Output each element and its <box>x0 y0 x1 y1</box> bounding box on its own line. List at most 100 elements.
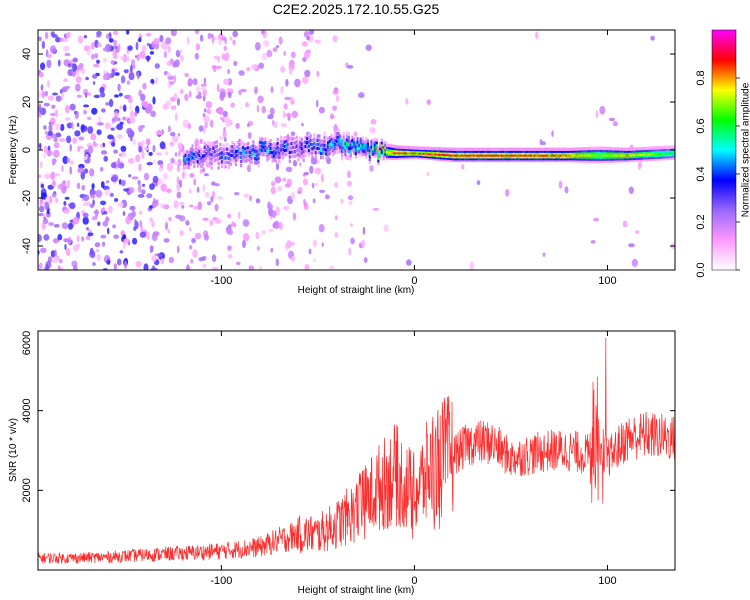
signal-cell <box>243 147 246 151</box>
signal-cell <box>495 153 498 157</box>
signal-cell <box>620 149 623 153</box>
signal-cell <box>375 138 378 142</box>
noise-cell <box>100 167 104 172</box>
signal-cell <box>363 140 366 144</box>
noise-cell <box>54 173 60 177</box>
signal-cell <box>483 158 486 163</box>
noise-cell <box>118 92 123 97</box>
signal-cell <box>551 149 554 153</box>
signal-cell <box>450 149 453 153</box>
signal-cell <box>396 152 399 156</box>
signal-cell <box>379 149 382 153</box>
signal-cell <box>241 141 244 146</box>
signal-cell <box>372 144 375 148</box>
signal-cell <box>604 153 608 157</box>
signal-cell <box>311 155 314 160</box>
signal-cell <box>637 158 641 162</box>
noise-cell <box>285 166 293 173</box>
signal-cell <box>280 144 283 148</box>
signal-cell <box>559 149 562 153</box>
noise-cell <box>196 186 200 193</box>
signal-cell <box>278 143 281 147</box>
signal-cell <box>629 158 632 163</box>
noise-cell <box>204 191 210 198</box>
noise-cell <box>114 46 119 50</box>
signal-cell <box>629 147 632 151</box>
noise-cell <box>204 108 207 113</box>
signal-cell <box>523 149 526 153</box>
signal-cell <box>544 149 547 153</box>
signal-cell <box>538 153 542 157</box>
noise-cell <box>302 76 309 84</box>
signal-cell <box>320 147 323 152</box>
signal-cell <box>450 151 453 155</box>
signal-cell <box>540 151 543 155</box>
signal-cell <box>368 151 371 156</box>
noise-cell <box>200 83 207 87</box>
signal-cell <box>248 158 251 162</box>
signal-cell <box>613 151 616 155</box>
noise-cell <box>138 184 142 193</box>
noise-cell <box>176 245 180 254</box>
signal-cell <box>323 131 326 135</box>
signal-cell <box>608 155 611 159</box>
signal-cell <box>231 145 234 149</box>
signal-cell <box>384 152 387 156</box>
signal-cell <box>528 157 531 161</box>
signal-cell <box>618 147 621 151</box>
signal-cell <box>193 164 196 168</box>
noise-cell <box>309 165 314 174</box>
noise-cell <box>44 31 49 40</box>
signal-cell <box>526 153 529 157</box>
signal-cell <box>361 145 364 150</box>
signal-cell <box>287 147 290 151</box>
signal-cell <box>261 137 264 141</box>
signal-cell <box>283 144 286 149</box>
signal-cell <box>304 153 307 157</box>
signal-cell <box>346 138 349 142</box>
signal-cell <box>596 151 599 155</box>
noise-cell <box>39 262 43 270</box>
signal-cell <box>208 160 211 165</box>
signal-cell <box>472 149 476 153</box>
signal-cell <box>512 149 516 153</box>
signal-cell <box>459 153 462 157</box>
signal-cell <box>300 151 304 155</box>
signal-cell <box>598 159 601 164</box>
signal-cell <box>365 143 368 147</box>
signal-cell <box>585 153 588 157</box>
signal-cell <box>578 147 582 151</box>
signal-cell <box>459 158 462 163</box>
signal-cell <box>637 148 641 153</box>
signal-cell <box>354 148 357 152</box>
noise-cell <box>128 72 135 81</box>
signal-cell <box>535 153 538 157</box>
signal-cell <box>387 154 390 158</box>
signal-cell <box>469 151 472 155</box>
signal-cell <box>283 148 286 153</box>
signal-cell <box>224 160 227 164</box>
signal-cell <box>556 151 559 155</box>
signal-cell <box>455 147 458 151</box>
signal-cell <box>516 151 519 155</box>
noise-cell <box>44 173 51 179</box>
noise-cell <box>160 257 164 265</box>
noise-cell <box>49 112 57 117</box>
signal-cell <box>568 153 571 157</box>
noise-cell <box>83 110 87 115</box>
signal-cell <box>538 147 542 151</box>
signal-cell <box>511 149 514 153</box>
noise-cell <box>223 45 228 52</box>
signal-cell <box>462 149 465 153</box>
signal-cell <box>445 154 448 158</box>
signal-cell <box>639 152 642 156</box>
noise-cell <box>405 98 409 105</box>
signal-cell <box>577 155 580 159</box>
signal-cell <box>662 151 665 155</box>
noise-cell <box>612 121 618 127</box>
signal-cell <box>394 145 397 149</box>
noise-cell <box>44 130 48 135</box>
signal-cell <box>632 147 635 151</box>
signal-cell <box>365 136 368 141</box>
noise-cell <box>261 52 268 61</box>
